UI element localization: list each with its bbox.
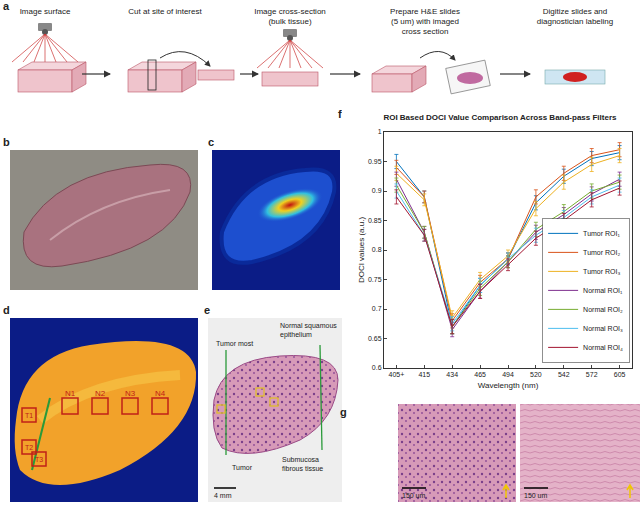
svg-text:Normal ROI₁: Normal ROI₁ [583,287,623,294]
svg-text:Cut at site of interest: Cut at site of interest [128,7,202,16]
svg-text:T3: T3 [35,456,43,463]
svg-text:0.85: 0.85 [368,217,382,224]
svg-text:605: 605 [614,371,626,378]
svg-text:572: 572 [586,371,598,378]
svg-text:ROI Based DOCI Value Compariso: ROI Based DOCI Value Comparison Across B… [383,113,617,122]
svg-text:d: d [3,304,10,316]
svg-text:Normal ROI₂: Normal ROI₂ [583,306,623,313]
svg-text:542: 542 [558,371,570,378]
svg-text:Tumor ROI₂: Tumor ROI₂ [583,249,620,256]
svg-text:4 mm: 4 mm [214,492,232,499]
svg-text:Normal ROI₄: Normal ROI₄ [583,344,623,351]
svg-text:(5 um) with imaged: (5 um) with imaged [391,17,459,26]
svg-text:Submucosa: Submucosa [282,456,319,463]
svg-text:Tumor ROI₃: Tumor ROI₃ [583,268,620,275]
svg-text:415: 415 [418,371,430,378]
svg-text:0.65: 0.65 [368,335,382,342]
svg-text:epithelium: epithelium [280,331,312,339]
svg-text:0.9: 0.9 [372,187,382,194]
svg-text:Prepare H&E slides: Prepare H&E slides [390,7,460,16]
svg-text:0.8: 0.8 [372,246,382,253]
svg-text:a: a [3,0,10,12]
svg-text:T2: T2 [25,444,33,451]
svg-text:e: e [204,304,210,316]
svg-text:Image cross-section: Image cross-section [254,7,326,16]
svg-text:434: 434 [446,371,458,378]
svg-text:Normal squamous: Normal squamous [280,322,337,330]
svg-text:f: f [338,108,342,120]
svg-text:diagnostician labeling: diagnostician labeling [537,17,614,26]
svg-text:(bulk tissue): (bulk tissue) [268,17,311,26]
svg-text:N4: N4 [155,389,166,398]
svg-text:405+: 405+ [389,371,405,378]
svg-text:Tumor most: Tumor most [216,340,253,347]
svg-text:0.95: 0.95 [368,158,382,165]
svg-text:Tumor ROI₁: Tumor ROI₁ [583,230,620,237]
svg-text:cross section: cross section [402,27,449,36]
svg-text:520: 520 [530,371,542,378]
svg-text:c: c [208,136,214,148]
svg-text:Digitize slides and: Digitize slides and [543,7,607,16]
svg-text:N3: N3 [125,389,136,398]
svg-text:0.7: 0.7 [372,305,382,312]
svg-text:1: 1 [378,128,382,135]
svg-text:N2: N2 [95,389,106,398]
svg-text:Wavelength (nm): Wavelength (nm) [478,381,539,390]
svg-text:150 um: 150 um [402,492,426,499]
svg-text:0.6: 0.6 [372,364,382,371]
svg-text:fibrous tissue: fibrous tissue [282,465,323,472]
svg-text:b: b [3,136,10,148]
svg-text:465: 465 [474,371,486,378]
svg-text:Tumor: Tumor [232,464,253,471]
svg-text:0.75: 0.75 [368,276,382,283]
svg-text:150 um: 150 um [524,492,548,499]
svg-text:Normal ROI₃: Normal ROI₃ [583,325,623,332]
svg-text:Image surface: Image surface [20,7,71,16]
svg-text:494: 494 [502,371,514,378]
svg-text:T1: T1 [25,412,33,419]
svg-text:DOCI values (a.u.): DOCI values (a.u.) [357,217,366,284]
svg-text:N1: N1 [65,389,76,398]
svg-text:g: g [340,406,347,418]
